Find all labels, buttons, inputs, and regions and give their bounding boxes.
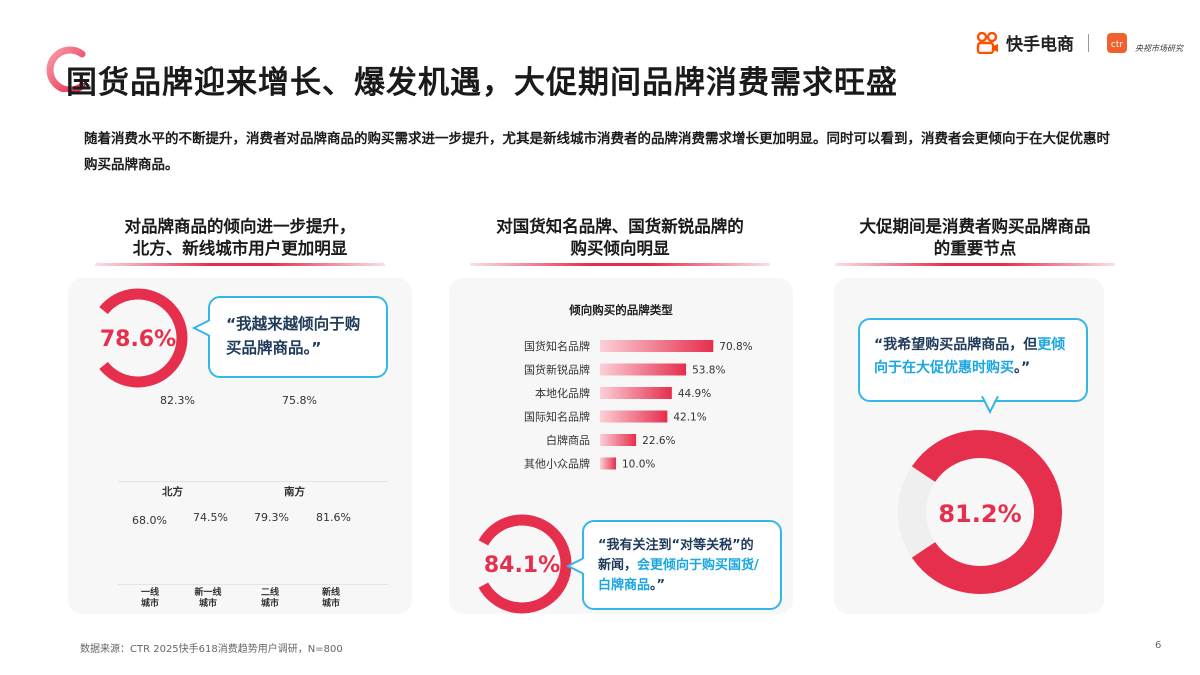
region-divider [118,481,388,482]
right-quote-plain: “我希望购买品牌商品，但 [874,337,1038,353]
right-column-title: 大促期间是消费者购买品牌商品 的重要节点 [835,216,1115,260]
tier-label-1-line1: 一线 [140,588,159,598]
left-quote-bubble: “我越来越倾向于购买品牌商品。” [208,296,388,378]
ctr-subtitle: 央视市场研究 [1135,44,1183,53]
tier-divider [118,584,388,585]
right-title-line2: 的重要节点 [933,239,1017,258]
data-source-note: 数据来源：CTR 2025快手618消费趋势用户调研，N=800 [80,644,343,655]
brand-bar-label: 国货新锐品牌 [524,363,590,377]
brand-bar [600,387,672,399]
brand-bar-value: 44.9% [678,388,711,400]
left-donut-g-value [99,288,188,388]
middle-donut-arc [478,514,572,614]
kuaishou-logo-icon [976,31,998,54]
middle-column-title: 对国货知名品牌、国货新锐品牌的 购买倾向明显 [470,216,770,260]
region-value-north: 82.3% [160,394,195,407]
middle-quote-bubble: “我有关注到“对等关税”的新闻，会更倾向于购买国货/白牌商品。” [582,520,782,610]
middle-quote-highlight: 会更倾向于购买国货/白牌商品 [598,558,759,593]
right-quote-end: 。” [1014,360,1031,376]
tier-label-2-line1: 新一线 [194,588,222,598]
brand-bar [600,434,637,446]
brand-name: 快手电商 [1006,35,1074,55]
tier-label-4-line2: 城市 [321,599,340,609]
region-label-north: 北方 [162,486,183,498]
tier-label-3: 二线 城市 [252,588,288,610]
right-quote-highlight: 更倾向于在大促优惠时购买 [874,337,1066,376]
middle-donut-g-value [478,514,572,614]
brand-bar-value: 22.6% [642,435,675,447]
page-number: 6 [1155,640,1162,651]
brand-bar-value: 10.0% [622,459,655,471]
right-donut-label: 81.2% [938,500,1021,528]
middle-title-line1: 对国货知名品牌、国货新锐品牌的 [496,217,744,236]
ctr-logo-icon: ctr [1107,32,1127,53]
brand-area: 快手电商 ctr 央视市场研究 [976,30,1183,55]
right-title-underline [835,263,1115,266]
right-title-line1: 大促期间是消费者购买品牌商品 [859,217,1091,236]
left-donut-arc [99,288,188,388]
right-donut-g-value [911,430,1062,594]
ctr-logo-text: ctr [1111,40,1123,50]
tier-value-2: 74.5% [193,511,228,524]
left-title-line2: 北方、新线城市用户更加明显 [132,239,348,258]
brand-bar-label: 其他小众品牌 [524,457,590,471]
brand-bar [600,457,616,470]
right-bubble-tail [981,396,999,414]
brand-bar-value: 53.8% [692,365,725,377]
brand-divider [1088,33,1089,52]
tier-value-1: 68.0% [132,514,167,527]
brand-bar [600,363,687,376]
tier-label-1: 一线 城市 [132,588,168,610]
brand-bar-label: 国际知名品牌 [524,410,590,424]
right-donut-arc [898,430,1062,594]
title-swoosh-icon [46,46,86,92]
tier-label-2-line2: 城市 [198,599,217,609]
tier-label-4: 新线 城市 [313,588,349,610]
left-title-line1: 对品牌商品的倾向进一步提升， [124,217,356,236]
right-quote-bubble: “我希望购买品牌商品，但更倾向于在大促优惠时购买。” [858,318,1088,402]
middle-bubble-tail [566,557,586,575]
tier-label-1-line2: 城市 [140,599,159,609]
tier-label-4-line1: 新线 [321,588,340,598]
middle-quote-plain: “我有关注到“对等关税”的新闻， [598,538,754,573]
brand-bar [600,340,714,352]
left-donut-chart: 78.6% [99,288,188,388]
tier-value-3: 79.3% [254,511,289,524]
middle-donut-label: 84.1% [484,553,560,578]
left-title-underline [95,263,385,266]
left-bubble-tail [192,319,212,337]
brand-bar-label: 本地化品牌 [535,386,590,400]
right-donut-chart: 81.2% [898,430,1062,594]
brand-chart-title: 倾向购买的品牌类型 [569,303,673,317]
left-quote-text: “我越来越倾向于购买品牌商品。” [226,315,361,357]
brand-bar-value: 70.8% [719,341,752,353]
brand-bar-label: 白牌商品 [546,433,590,447]
middle-quote-end: 。” [650,578,666,593]
tier-label-3-line1: 二线 [260,588,279,598]
page-title: 国货品牌迎来增长、爆发机遇，大促期间品牌消费需求旺盛 [66,65,898,101]
middle-donut-chart: 84.1% [478,514,572,614]
middle-title-underline [470,263,770,266]
brand-bar-label: 国货知名品牌 [524,339,590,353]
left-donut-label: 78.6% [100,327,176,352]
brand-bar-value: 42.1% [673,412,706,424]
region-label-south: 南方 [284,486,305,498]
tier-label-3-line2: 城市 [260,599,279,609]
brand-bar [600,410,668,423]
intro-paragraph: 随着消费水平的不断提升，消费者对品牌商品的购买需求进一步提升，尤其是新线城市消费… [84,131,1110,173]
left-column-title: 对品牌商品的倾向进一步提升， 北方、新线城市用户更加明显 [95,216,385,260]
region-value-south: 75.8% [282,394,317,407]
brand-type-bar-chart: 国货知名品牌 70.8% 国货新锐品牌 53.8% 本地化品牌 44.9% 国际知名品牌 42… [524,339,753,471]
tier-label-2: 新一线 城市 [190,588,226,610]
tier-value-4: 81.6% [316,511,351,524]
middle-title-line2: 购买倾向明显 [570,239,670,258]
